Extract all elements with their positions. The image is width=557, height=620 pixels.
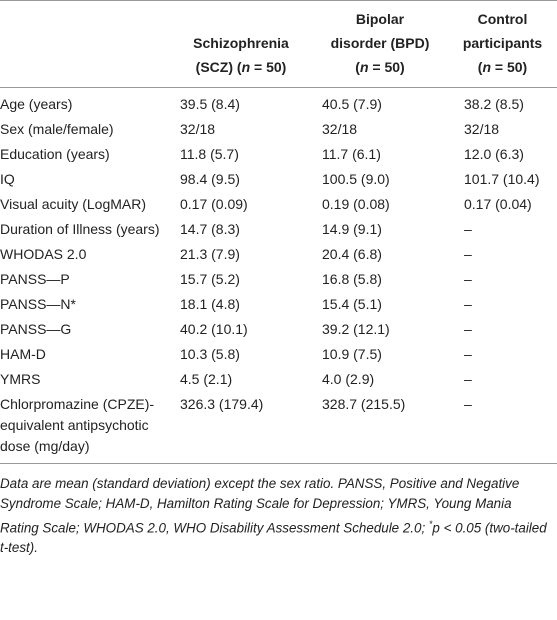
row-label: PANSS—G [0, 321, 72, 337]
header-text: (SCZ) ( [195, 59, 242, 75]
header-text: n [482, 59, 492, 75]
data-table: Schizophrenia (SCZ) (n = 50) Bipolar disord… [0, 0, 557, 464]
value-cell: 16.8 (5.8) [322, 271, 382, 287]
header-text: Bipolar [355, 11, 405, 27]
table-row: Education (years) 11.8 (5.7) 11.7 (6.1) 12.… [0, 142, 557, 167]
footnote: Data are mean (standard deviation) excep… [0, 474, 557, 558]
value-cell: – [464, 296, 472, 312]
value-cell: 32/18 [180, 121, 216, 137]
value-cell: – [464, 271, 472, 287]
header-text: disorder (BPD) [330, 35, 430, 51]
value-cell: 32/18 [464, 121, 500, 137]
value-cell: – [464, 346, 472, 362]
table-row: WHODAS 2.0 21.3 (7.9) 20.4 (6.8) – [0, 242, 557, 267]
table-row: Sex (male/female) 32/18 32/18 32/18 [0, 117, 557, 142]
value-cell: 14.9 (9.1) [322, 221, 382, 237]
table-row: PANSS—N* 18.1 (4.8) 15.4 (5.1) – [0, 292, 557, 317]
header-cell: Schizophrenia (SCZ) (n = 50) [170, 0, 312, 88]
table-row: Chlorpromazine (CPZE)-equivalent antipsy… [0, 392, 557, 464]
table-row: HAM-D 10.3 (5.8) 10.9 (7.5) – [0, 342, 557, 367]
row-label: Chlorpromazine (CPZE)-equivalent antipsy… [0, 392, 170, 464]
table-body: Age (years) 39.5 (8.4) 40.5 (7.9) 38.2 (8.5… [0, 88, 557, 464]
value-cell: 4.5 (2.1) [180, 371, 233, 387]
header-text: = 50) [491, 59, 528, 75]
row-label: Education (years) [0, 146, 110, 162]
value-cell: 40.2 (10.1) [180, 321, 248, 337]
value-cell: 326.3 (179.4) [170, 392, 312, 464]
value-cell: 39.2 (12.1) [322, 321, 390, 337]
footnote-mark: * [428, 519, 433, 529]
header-text: ( [355, 59, 360, 75]
value-cell: – [464, 371, 472, 387]
value-cell: – [464, 221, 472, 237]
value-cell: 0.17 (0.09) [180, 196, 248, 212]
row-label: WHODAS 2.0 [0, 246, 87, 262]
value-cell: 0.17 (0.04) [464, 196, 532, 212]
value-cell: 101.7 (10.4) [464, 171, 540, 187]
header-text: = 50) [368, 59, 405, 75]
value-cell: 32/18 [322, 121, 358, 137]
row-label: Sex (male/female) [0, 121, 114, 137]
value-cell: 38.2 (8.5) [464, 96, 524, 112]
row-label: Visual acuity (LogMAR) [0, 196, 147, 212]
header-text: ( [477, 59, 483, 75]
header-text: participants [462, 35, 543, 51]
footnote-text: Data are mean (standard deviation) excep… [0, 476, 520, 536]
value-cell: 10.9 (7.5) [322, 346, 382, 362]
header-cell: Control participants (n = 50) [448, 0, 557, 88]
value-cell: 4.0 (2.9) [322, 371, 375, 387]
value-cell: 328.7 (215.5) [312, 392, 448, 464]
row-label: HAM-D [0, 346, 46, 362]
table-row: PANSS—P 15.7 (5.2) 16.8 (5.8) – [0, 267, 557, 292]
row-label: Age (years) [0, 96, 73, 112]
table-row: Visual acuity (LogMAR) 0.17 (0.09) 0.19 (0… [0, 192, 557, 217]
table-row: IQ 98.4 (9.5) 100.5 (9.0) 101.7 (10.4) [0, 167, 557, 192]
value-cell: – [464, 246, 472, 262]
value-cell: – [464, 321, 472, 337]
header-cell [0, 0, 170, 88]
row-label: YMRS [0, 371, 41, 387]
value-cell: 98.4 (9.5) [180, 171, 240, 187]
table-row: Age (years) 39.5 (8.4) 40.5 (7.9) 38.2 (8.5… [0, 88, 557, 118]
header-text: n [359, 59, 369, 75]
value-cell: 100.5 (9.0) [322, 171, 390, 187]
value-cell: 39.5 (8.4) [180, 96, 240, 112]
value-cell: 40.5 (7.9) [322, 96, 382, 112]
header-text: n [241, 59, 251, 75]
row-label: PANSS—P [0, 271, 70, 287]
table-row: YMRS 4.5 (2.1) 4.0 (2.9) – [0, 367, 557, 392]
row-label: PANSS—N* [0, 296, 76, 312]
row-label: Duration of Illness (years) [0, 221, 160, 237]
table-row: PANSS—G 40.2 (10.1) 39.2 (12.1) – [0, 317, 557, 342]
header-text: Schizophrenia [193, 35, 289, 51]
footnote-text: p < 0.05 (two-tailed t-test). [0, 520, 547, 556]
value-cell: 15.4 (5.1) [322, 296, 382, 312]
table-header: Schizophrenia (SCZ) (n = 50) Bipolar disord… [0, 0, 557, 88]
value-cell: 21.3 (7.9) [180, 246, 240, 262]
value-cell: 18.1 (4.8) [180, 296, 240, 312]
value-cell: 12.0 (6.3) [464, 146, 524, 162]
header-text: Control [477, 11, 528, 27]
header-cell: Bipolar disorder (BPD) (n = 50) [312, 0, 448, 88]
value-cell: 15.7 (5.2) [180, 271, 240, 287]
value-cell: 11.7 (6.1) [322, 146, 381, 162]
row-label: IQ [0, 171, 15, 187]
value-cell: 10.3 (5.8) [180, 346, 240, 362]
value-cell: 14.7 (8.3) [180, 221, 240, 237]
value-cell: 20.4 (6.8) [322, 246, 382, 262]
value-cell: 11.8 (5.7) [180, 146, 239, 162]
value-cell: 0.19 (0.08) [322, 196, 390, 212]
value-cell: – [448, 392, 557, 464]
table-row: Duration of Illness (years) 14.7 (8.3) 14.… [0, 217, 557, 242]
header-text: = 50) [250, 59, 287, 75]
